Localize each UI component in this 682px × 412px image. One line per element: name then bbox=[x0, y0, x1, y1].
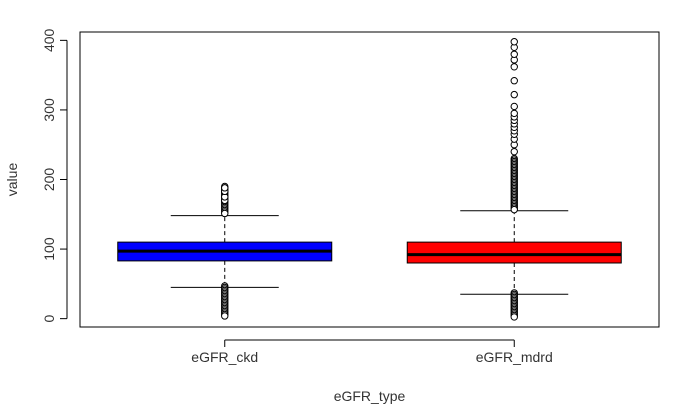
outlier-point bbox=[221, 184, 229, 192]
outlier-point bbox=[221, 209, 229, 218]
outlier-point bbox=[510, 205, 518, 214]
x-axis-label: eGFR_type bbox=[334, 388, 406, 404]
outlier-point bbox=[510, 77, 518, 85]
y-tick-label: 100 bbox=[41, 237, 57, 261]
y-tick-label: 400 bbox=[41, 28, 57, 52]
outlier-point bbox=[510, 102, 518, 111]
plot-frame bbox=[79, 31, 660, 328]
box-eGFR_ckd bbox=[117, 182, 333, 320]
y-axis-label: value bbox=[4, 163, 20, 197]
y-axis: 0 100 200 300 400 bbox=[41, 28, 68, 323]
outlier-point bbox=[510, 38, 518, 46]
outlier-point bbox=[510, 90, 518, 99]
y-tick-label: 300 bbox=[41, 98, 57, 122]
x-tick-label: eGFR_ckd bbox=[191, 349, 258, 365]
plot-border bbox=[79, 31, 660, 328]
outlier-point bbox=[510, 63, 518, 71]
outlier-point bbox=[221, 312, 229, 320]
x-tick-label: eGFR_mdrd bbox=[476, 349, 553, 365]
y-tick-label: 200 bbox=[41, 168, 57, 192]
boxes bbox=[117, 38, 622, 321]
outlier-point bbox=[510, 147, 518, 156]
y-tick-label: 0 bbox=[41, 315, 57, 323]
outlier-point bbox=[510, 50, 518, 58]
box-eGFR_mdrd bbox=[406, 38, 622, 321]
box-iqr bbox=[406, 241, 622, 264]
outlier-point bbox=[510, 313, 518, 321]
outlier-point bbox=[510, 109, 518, 118]
x-axis: eGFR_ckd eGFR_mdrd bbox=[191, 339, 553, 365]
